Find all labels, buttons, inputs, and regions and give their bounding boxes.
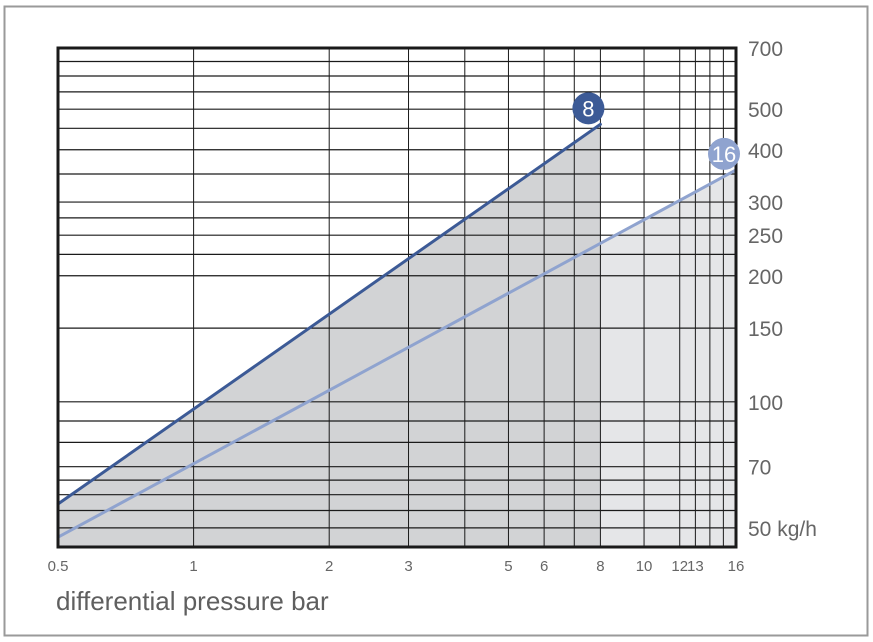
- series-line-8: [56, 122, 602, 506]
- series-badge-16: [708, 137, 740, 170]
- series-lines: [56, 122, 738, 539]
- x-axis-title: differential pressure bar: [56, 586, 329, 616]
- x-tick-label: 12: [671, 558, 688, 575]
- x-tick-label: 10: [636, 558, 653, 575]
- y-tick-label: 700: [748, 38, 783, 61]
- series-badge-label-16: 16: [712, 142, 736, 167]
- series-badge-label-8: 8: [582, 96, 594, 121]
- x-tick-label: 3: [404, 558, 412, 575]
- y-tick-label: 150: [748, 318, 783, 341]
- y-tick-label: 100: [748, 392, 783, 415]
- x-tick-label: 16: [728, 558, 745, 575]
- x-tick-label: 13: [687, 558, 704, 575]
- x-tick-label: 6: [540, 558, 548, 575]
- y-tick-labels: 50 kg/h 70 100 150 200 250 300 400 500 700: [748, 38, 817, 541]
- y-tick-label: 200: [748, 266, 783, 289]
- y-tick-label: 250: [748, 225, 783, 248]
- y-tick-label: 300: [748, 192, 783, 215]
- y-tick-label: 400: [748, 140, 783, 163]
- series-line-16: [56, 168, 738, 539]
- x-tick-label: 5: [504, 558, 512, 575]
- x-tick-label: 2: [325, 558, 333, 575]
- gridlines: [57, 47, 737, 547]
- series-badge-8: [572, 92, 605, 125]
- y-tick-label: 500: [748, 99, 783, 122]
- plot-border: [56, 46, 738, 549]
- x-tick-label: 8: [596, 558, 604, 575]
- x-tick-label: 0.5: [48, 558, 69, 575]
- series-badges: 8 16: [572, 92, 740, 170]
- y-tick-label: 50 kg/h: [748, 518, 817, 541]
- x-tick-label: 1: [189, 558, 197, 575]
- y-tick-label: 70: [748, 457, 771, 480]
